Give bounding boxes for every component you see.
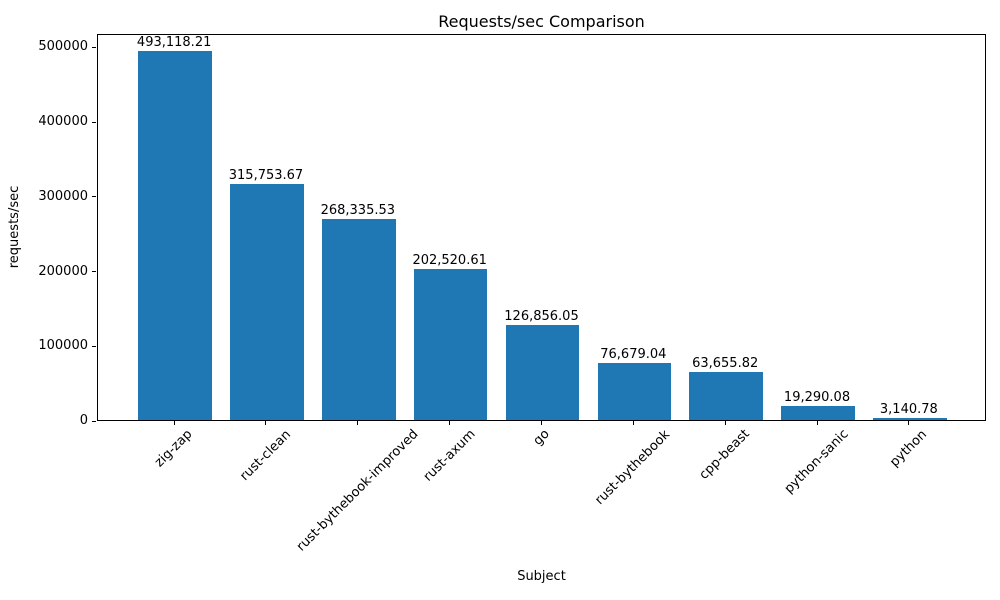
bar-rust-bythebook-improved [322, 219, 396, 420]
y-tick-mark [92, 46, 96, 48]
bar-cpp-beast [689, 372, 763, 420]
y-tick-mark [92, 121, 96, 123]
y-tick-mark [92, 345, 96, 347]
x-tick-mark [541, 421, 542, 425]
x-tick-mark [173, 421, 175, 425]
bar-rust-clean [230, 184, 304, 420]
x-tick-label-rust-bythebook-improved: rust-bythebook-improved [293, 426, 422, 555]
y-tick-label: 400000 [38, 114, 88, 130]
bar-value-label: 76,679.04 [600, 346, 667, 362]
bar-value-label: 19,290.08 [783, 389, 851, 405]
bar-value-label: 315,753.67 [228, 167, 304, 183]
x-axis-title: Subject [517, 569, 566, 584]
y-tick-label: 200000 [38, 263, 88, 279]
y-tick-mark [92, 271, 96, 272]
bar-value-label: 268,335.53 [320, 203, 396, 219]
bar-value-label: 202,520.61 [412, 252, 487, 268]
bar-python [873, 417, 947, 420]
y-axis-title: requests/sec [7, 185, 22, 269]
bar-zig-zap [138, 51, 212, 420]
x-tick-label-rust-bythebook: rust-bythebook [592, 426, 674, 508]
bar-python-sanic [781, 405, 855, 420]
x-tick-label-python-sanic: python-sanic [781, 426, 852, 497]
x-tick-label-python: python [887, 426, 930, 470]
bar-value-label: 493,118.21 [136, 35, 212, 51]
x-tick-mark [265, 421, 267, 425]
x-tick-label-cpp-beast: cpp-beast [696, 426, 753, 483]
x-tick-mark [357, 421, 359, 425]
x-tick-label-go: go [530, 426, 553, 449]
y-tick-label: 500000 [38, 39, 88, 55]
bar-value-label: 126,856.05 [504, 309, 579, 325]
x-tick-label-zig-zap: zig-zap [152, 426, 196, 471]
bar-value-label: 3,140.78 [879, 401, 938, 417]
x-tick-mark [816, 421, 818, 425]
bar-rust-bythebook [597, 362, 672, 420]
y-tick-mark [92, 196, 96, 198]
x-tick-mark [908, 421, 910, 425]
x-tick-label-rust-clean: rust-clean [237, 426, 294, 484]
plot-area [97, 34, 986, 421]
bar-value-label: 63,655.82 [692, 356, 759, 372]
y-tick-label: 0 [79, 413, 88, 428]
x-tick-mark [724, 421, 726, 425]
y-tick-label: 100000 [38, 338, 88, 354]
chart-title: Requests/sec Comparison [438, 12, 645, 31]
x-tick-label-rust-axum: rust-axum [420, 427, 479, 485]
y-tick-mark [92, 420, 96, 422]
bar-go [505, 325, 580, 420]
x-tick-mark [632, 421, 634, 425]
bar-rust-axum [413, 268, 488, 420]
y-tick-label: 300000 [38, 188, 88, 204]
x-tick-mark [449, 421, 451, 425]
